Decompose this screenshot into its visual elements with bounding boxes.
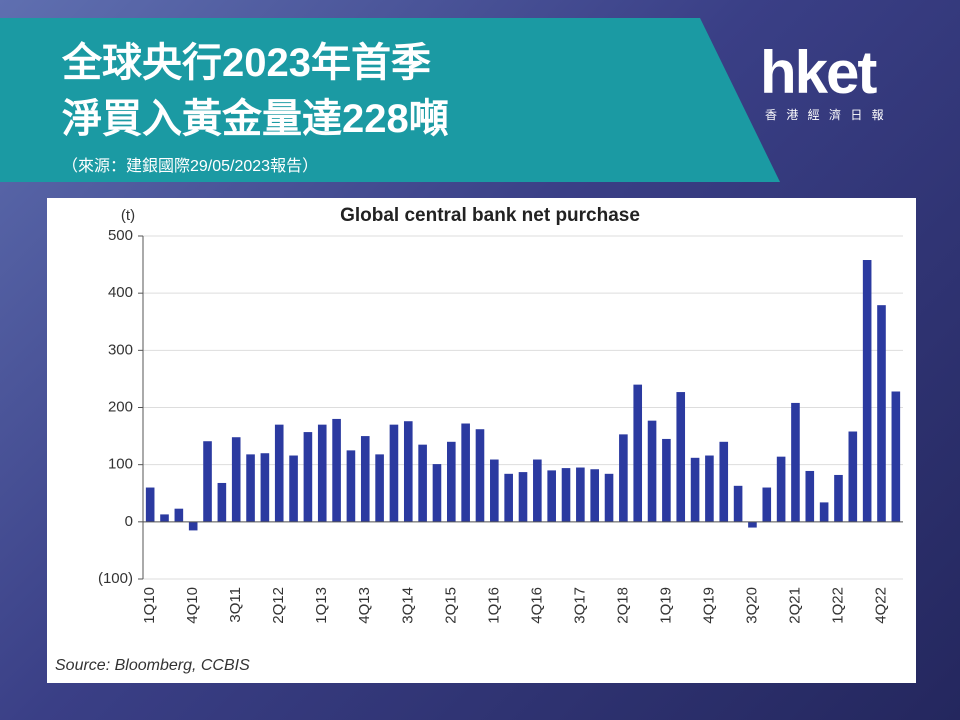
x-tick-label: 3Q11 <box>227 587 244 623</box>
x-tick-label: 4Q16 <box>528 587 545 624</box>
bar <box>533 459 542 522</box>
x-tick-label: 1Q10 <box>141 587 158 624</box>
bar <box>188 521 198 531</box>
bar <box>289 455 298 522</box>
bar <box>719 441 729 522</box>
bar <box>217 482 227 522</box>
bar <box>518 472 528 522</box>
bar <box>748 521 757 528</box>
y-tick-label: 200 <box>108 398 133 415</box>
bar <box>461 423 470 522</box>
x-tick-label: 4Q13 <box>356 587 373 624</box>
y-unit: (t) <box>121 207 135 224</box>
bar <box>274 424 284 522</box>
bar <box>145 487 155 522</box>
bar <box>547 470 556 522</box>
x-tick-label: 3Q14 <box>399 587 416 624</box>
x-tick-label: 4Q19 <box>700 587 717 624</box>
bar <box>576 467 585 522</box>
x-tick-label: 2Q18 <box>614 587 631 624</box>
bar <box>246 454 255 522</box>
bar <box>877 305 886 522</box>
x-tick-label: 1Q13 <box>313 587 330 624</box>
x-tick-label: 1Q16 <box>485 587 502 624</box>
bar <box>303 432 313 522</box>
x-tick-label: 1Q22 <box>829 587 846 624</box>
bar <box>231 437 241 522</box>
bar <box>834 474 843 522</box>
bar <box>174 508 184 522</box>
y-tick-label: 100 <box>108 456 133 473</box>
chart-source: Source: Bloomberg, CCBIS <box>55 657 250 674</box>
banner <box>0 18 780 182</box>
bar <box>389 424 399 522</box>
bar <box>475 429 485 522</box>
bar <box>203 441 212 522</box>
source-note: （來源：建銀國際29/05/2023報告） <box>62 158 319 175</box>
bar <box>317 424 327 522</box>
y-tick-label: 400 <box>108 284 133 301</box>
bar <box>805 470 815 522</box>
logo-subtitle: 香 港 經 濟 日 報 <box>765 108 887 122</box>
y-tick-label: (100) <box>98 570 133 587</box>
bar <box>776 456 786 522</box>
bar <box>647 420 657 522</box>
bar <box>590 469 599 522</box>
bar <box>360 436 370 522</box>
logo: hket <box>760 39 877 106</box>
bar <box>633 384 643 522</box>
title-line: 全球央行2023年首季 <box>62 41 431 85</box>
x-tick-label: 4Q10 <box>184 587 201 624</box>
bar <box>403 421 413 522</box>
x-tick-label: 3Q20 <box>743 587 760 624</box>
bar <box>848 431 858 522</box>
bar <box>346 450 356 522</box>
bar <box>662 438 671 522</box>
bar <box>891 391 901 522</box>
title-line: 淨買入黃金量達228噸 <box>62 97 449 141</box>
bar <box>260 453 270 522</box>
bar <box>604 473 614 522</box>
bar <box>160 514 169 522</box>
x-tick-label: 2Q12 <box>270 587 287 624</box>
y-tick-label: 500 <box>108 227 133 244</box>
bar <box>332 418 341 522</box>
x-tick-label: 4Q22 <box>872 587 889 624</box>
y-tick-label: 300 <box>108 341 133 358</box>
bar <box>791 402 800 522</box>
bar <box>819 502 829 522</box>
bar <box>862 260 872 522</box>
bar <box>676 392 686 522</box>
bar <box>447 441 456 522</box>
bar <box>504 473 513 522</box>
bar <box>705 455 714 522</box>
x-tick-label: 1Q19 <box>657 587 674 624</box>
bar <box>733 485 743 522</box>
y-tick-label: 0 <box>125 513 133 530</box>
bar <box>490 459 499 522</box>
bar <box>690 457 700 522</box>
bar <box>762 487 772 522</box>
bar <box>619 434 628 522</box>
x-tick-label: 3Q17 <box>571 587 588 624</box>
bar <box>418 444 427 522</box>
chart-title: Global central bank net purchase <box>340 205 640 226</box>
bar <box>432 464 442 522</box>
x-tick-label: 2Q21 <box>786 587 803 624</box>
x-tick-label: 2Q15 <box>442 587 459 624</box>
bar <box>375 454 384 522</box>
bar <box>561 468 571 522</box>
